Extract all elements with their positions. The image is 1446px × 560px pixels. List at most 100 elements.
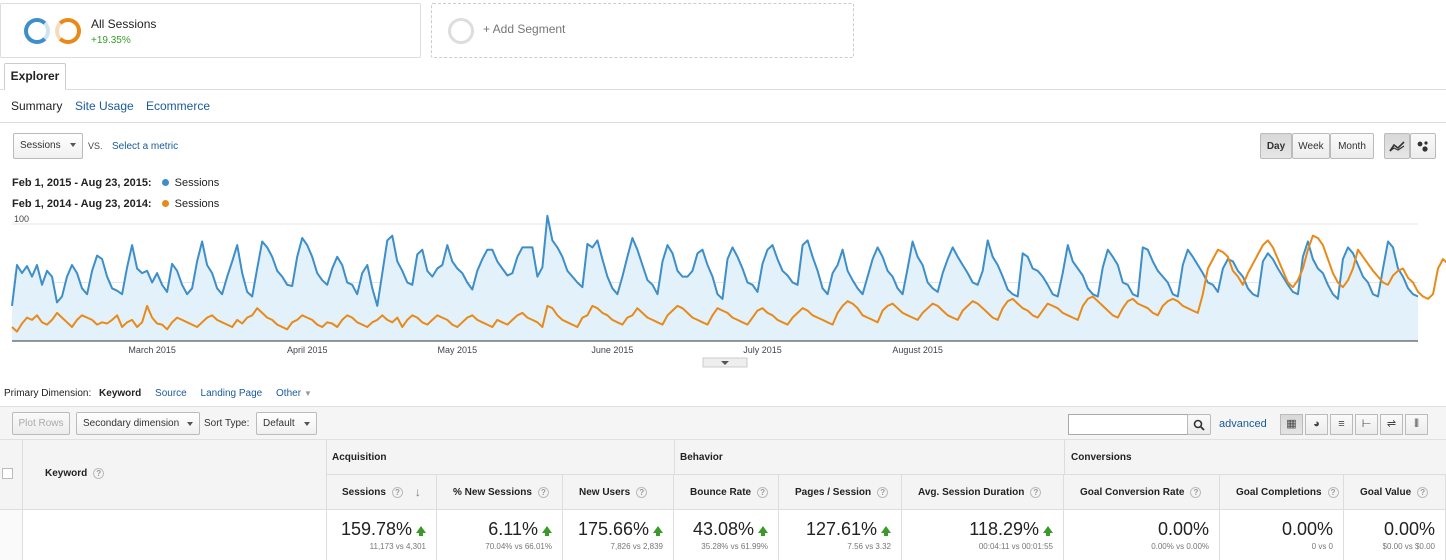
column-header[interactable]: Sessions? ↓ <box>326 474 437 510</box>
up-arrow-icon <box>881 526 891 536</box>
table-search-input[interactable] <box>1068 414 1188 435</box>
select-metric-link[interactable]: Select a metric <box>112 141 179 152</box>
totals-cell: 0.00% 0 vs 0 <box>1220 510 1344 560</box>
legend-current: Feb 1, 2015 - Aug 23, 2015: Sessions <box>12 177 219 189</box>
segment-all-sessions[interactable]: All Sessions +19.35% <box>0 3 421 58</box>
totals-comparison: 00:04:11 vs 00:01:55 <box>978 542 1053 551</box>
month-button[interactable]: Month <box>1330 133 1374 159</box>
sort-arrow-icon[interactable]: ↓ <box>414 485 421 499</box>
legend-current-dot <box>161 179 169 186</box>
totals-value: 0.00% <box>1383 519 1435 539</box>
subtab-ecommerce[interactable]: Ecommerce <box>146 99 211 113</box>
column-header-label: New Users <box>579 486 631 498</box>
segment-donut-icon <box>24 18 50 44</box>
dimension-other[interactable]: Other <box>276 388 302 399</box>
help-icon[interactable]: ? <box>391 486 403 498</box>
totals-value: 6.11% <box>488 519 538 539</box>
totals-value: 0.00% <box>1157 519 1209 539</box>
totals-value: 0.00% <box>1281 519 1333 539</box>
totals-cell: 175.66% 7,826 vs 2,839 <box>563 510 674 560</box>
totals-comparison: 35.28% vs 61.99% <box>701 542 768 551</box>
totals-comparison: 7.56 vs 3.32 <box>847 542 891 551</box>
select-all-checkbox[interactable] <box>2 468 13 479</box>
totals-value: 118.29% <box>969 519 1039 539</box>
sort-type-label: Sort Type: <box>204 418 250 429</box>
column-header-label: Avg. Session Duration <box>918 486 1025 498</box>
current-series-line <box>11 214 1419 307</box>
column-header[interactable]: % New Sessions? <box>437 474 563 510</box>
help-icon[interactable]: ? <box>537 486 549 498</box>
legend-previous-series: Sessions <box>174 198 220 210</box>
column-header[interactable]: Goal Completions? <box>1220 474 1344 510</box>
day-button[interactable]: Day <box>1260 133 1292 159</box>
subtab-site-usage[interactable]: Site Usage <box>75 99 134 113</box>
empty-segment-icon <box>448 18 474 44</box>
segment-label: All Sessions <box>91 17 157 31</box>
totals-value: 43.08% <box>692 519 754 539</box>
previous-series-line <box>11 234 1446 333</box>
comparison-icon[interactable]: ⊢ <box>1355 414 1378 435</box>
column-header[interactable]: Bounce Rate? <box>674 474 779 510</box>
x-tick-label: March 2015 <box>128 345 176 355</box>
line-chart-icon[interactable] <box>1384 133 1410 159</box>
legend-previous-dot <box>161 200 169 207</box>
dimension-source[interactable]: Source <box>155 388 187 399</box>
totals-value: 159.78% <box>340 519 412 539</box>
sort-type-select[interactable]: Default <box>256 412 317 435</box>
data-table-icon[interactable]: ▦ <box>1280 414 1303 435</box>
totals-comparison: 7,826 vs 2,839 <box>610 542 663 551</box>
week-button[interactable]: Week <box>1292 133 1330 159</box>
column-header[interactable]: Pages / Session? <box>779 474 902 510</box>
motion-chart-icon[interactable] <box>1410 133 1436 159</box>
totals-comparison: 11,173 vs 4,301 <box>369 542 426 551</box>
totals-comparison: $0.00 vs $0.00 <box>1382 542 1435 551</box>
tab-explorer[interactable]: Explorer <box>4 63 66 90</box>
column-header-label: Bounce Rate <box>690 486 752 498</box>
help-icon[interactable]: ? <box>636 486 648 498</box>
totals-value: 175.66% <box>577 519 649 539</box>
current-series-area <box>12 215 1418 341</box>
up-arrow-icon <box>758 526 768 536</box>
pivot-icon[interactable]: ⦀ <box>1405 414 1428 435</box>
metric-select[interactable]: Sessions <box>13 133 83 159</box>
chevron-down-icon: ▼ <box>304 389 312 398</box>
term-cloud-icon[interactable]: ⇌ <box>1380 414 1403 435</box>
subtab-summary[interactable]: Summary <box>11 99 63 113</box>
plot-rows-button[interactable]: Plot Rows <box>12 412 70 435</box>
column-header[interactable]: Goal Conversion Rate? <box>1064 474 1220 510</box>
up-arrow-icon <box>1043 526 1053 536</box>
help-icon[interactable]: ? <box>757 486 769 498</box>
dimension-landing-page[interactable]: Landing Page <box>200 388 263 399</box>
legend-current-range: Feb 1, 2015 - Aug 23, 2015: <box>12 177 152 189</box>
dimension-keyword[interactable]: Keyword <box>99 388 142 399</box>
totals-cell: 0.00% $0.00 vs $0.00 <box>1344 510 1446 560</box>
add-segment-box[interactable]: + Add Segment <box>431 3 854 58</box>
keyword-header: Keyword? <box>45 468 105 479</box>
advanced-link[interactable]: advanced <box>1219 418 1267 430</box>
help-icon[interactable]: ? <box>1417 486 1429 498</box>
help-icon[interactable]: ? <box>93 468 105 479</box>
group-behavior: Behavior <box>680 452 723 463</box>
pie-chart-icon[interactable]: ◕ <box>1305 414 1328 435</box>
help-icon[interactable]: ? <box>1030 486 1042 498</box>
search-icon[interactable] <box>1187 414 1211 435</box>
column-header[interactable]: Avg. Session Duration? <box>902 474 1064 510</box>
up-arrow-icon <box>653 526 663 536</box>
add-segment-label: + Add Segment <box>483 22 566 36</box>
column-header[interactable]: New Users? <box>563 474 674 510</box>
help-icon[interactable]: ? <box>1190 486 1202 498</box>
group-conversions: Conversions <box>1071 452 1132 463</box>
secondary-dimension-select[interactable]: Secondary dimension <box>76 412 200 435</box>
x-tick-label: August 2015 <box>892 345 943 355</box>
bar-chart-icon[interactable]: ≡ <box>1330 414 1353 435</box>
chevron-down-icon <box>721 361 729 365</box>
help-icon[interactable]: ? <box>1327 486 1339 498</box>
column-header-label: Goal Conversion Rate <box>1080 486 1185 498</box>
column-header-label: % New Sessions <box>453 486 532 498</box>
column-header[interactable]: Goal Value? <box>1344 474 1446 510</box>
segment-comparison-donut-icon <box>55 18 81 44</box>
help-icon[interactable]: ? <box>877 486 889 498</box>
legend-previous-range: Feb 1, 2014 - Aug 23, 2014: <box>12 198 152 210</box>
x-tick-label: June 2015 <box>591 345 633 355</box>
